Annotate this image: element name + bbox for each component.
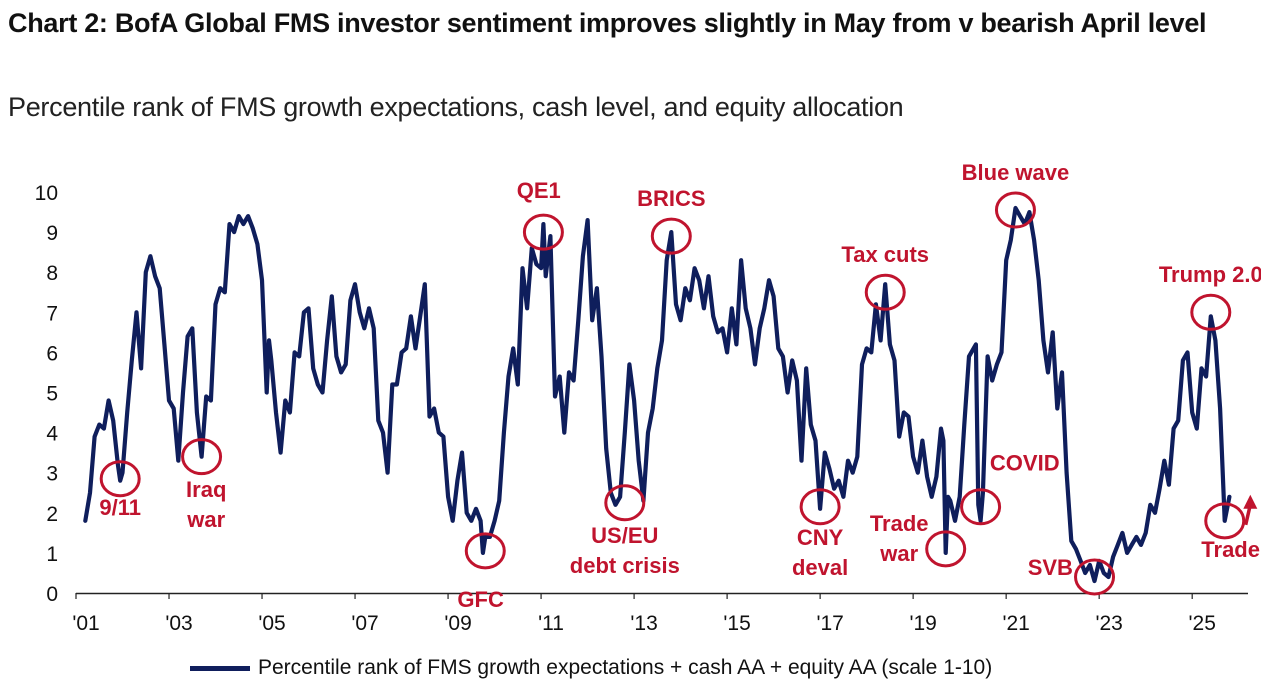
x-tick-label: '01 (72, 612, 99, 635)
annotation-label: CNY deval (792, 525, 848, 580)
annotation-label-line: Trade (870, 511, 929, 536)
annotation-label-line: CNY (797, 525, 844, 550)
y-tick-label: 1 (46, 543, 58, 566)
annotation-label-line: US/EU (591, 523, 658, 548)
annotation-label-line: COVID (990, 451, 1060, 476)
annotation-label: Trade war (870, 511, 929, 566)
x-tick-label: '17 (816, 612, 843, 635)
x-tick-label: '11 (538, 612, 564, 635)
annotation-label-line: deval (792, 555, 848, 580)
annotation-label: Blue wave (962, 160, 1070, 185)
annotation-label-line: BRICS (637, 186, 705, 211)
annotation-label: COVID (990, 451, 1060, 476)
y-tick-label: 6 (46, 342, 58, 365)
annotation-label: US/EU debt crisis (570, 523, 680, 578)
annotation-label-line: Tax cuts (841, 242, 929, 267)
annotations: 9/11 Iraq war GFC QE1 US/EU debt crisis BRICS CN… (99, 160, 1261, 612)
annotation-circle (99, 460, 141, 498)
legend: Percentile rank of FMS growth expectatio… (190, 656, 992, 680)
y-tick-label: 10 (35, 182, 58, 205)
annotation-label: GFC (457, 587, 504, 612)
x-tick-label: '15 (723, 612, 750, 635)
annotation-label-line: war (186, 507, 225, 532)
x-tick-label: '13 (630, 612, 657, 635)
legend-label: Percentile rank of FMS growth expectatio… (258, 656, 993, 679)
series-lines (83, 205, 1232, 584)
annotation-label-line: debt crisis (570, 553, 680, 578)
arrow-head (1243, 494, 1258, 509)
annotation-label-line: war (879, 541, 918, 566)
annotation-label-line: Blue wave (962, 160, 1070, 185)
x-tick-label: '23 (1095, 612, 1122, 635)
annotation-circle (960, 488, 1002, 526)
y-tick-label: 9 (46, 222, 58, 245)
axes: 0 1 2 3 4 5 6 7 8 9 10 '01 '03 '05 '07 '09 '11 '13 '15 '17 '… (35, 182, 1248, 635)
annotation-label: BRICS (637, 186, 705, 211)
y-tick-label: 7 (46, 302, 58, 325)
annotation-label-line: QE1 (517, 178, 561, 203)
annotation-label-line: Trade war (1201, 537, 1261, 562)
x-tick-label: '05 (258, 612, 285, 635)
y-tick-label: 2 (46, 503, 58, 526)
x-tick-label: '07 (351, 612, 378, 635)
annotation-circle (864, 273, 906, 311)
y-tick-label: 4 (46, 423, 58, 446)
x-tick-label: '03 (165, 612, 192, 635)
annotation-circle (464, 532, 506, 570)
chart-subtitle: Percentile rank of FMS growth expectatio… (8, 92, 904, 122)
x-tick-label: '19 (909, 612, 936, 635)
annotation-label: Tax cuts (841, 242, 929, 267)
annotation-circle (994, 191, 1036, 229)
annotation-label: Trade war (1201, 537, 1261, 562)
annotation-label-line: Iraq (186, 477, 226, 502)
annotation-label-line: Trump 2.0 (1159, 262, 1261, 287)
annotation-circle (604, 484, 646, 522)
y-tick-label: 8 (46, 262, 58, 285)
annotation-label-line: 9/11 (99, 495, 141, 520)
annotation-circle (181, 438, 223, 476)
annotation-circle (522, 213, 564, 251)
x-tick-label: '09 (444, 612, 471, 635)
annotation-label: SVB (1028, 555, 1073, 580)
annotation-label: Trump 2.0 (1159, 262, 1261, 287)
chart-title: Chart 2: BofA Global FMS investor sentim… (8, 8, 1207, 38)
annotation-circle (925, 530, 967, 568)
y-tick-label: 5 (46, 383, 58, 406)
annotation-label: 9/11 (99, 495, 141, 520)
legend-line-swatch (190, 665, 250, 671)
x-tick-label: '25 (1189, 612, 1216, 635)
annotation-label-line: GFC (457, 587, 504, 612)
annotation-circle (1190, 293, 1232, 331)
annotation-label: Iraq war (186, 477, 226, 532)
annotation-label: QE1 (517, 178, 561, 203)
y-tick-label: 0 (46, 583, 58, 606)
annotation-circle (1074, 558, 1116, 596)
annotation-label-line: SVB (1028, 555, 1073, 580)
y-tick-label: 3 (46, 463, 58, 486)
x-tick-label: '21 (1002, 612, 1029, 635)
series-line (83, 205, 1232, 584)
annotation-circle (1204, 502, 1246, 540)
annotation-circle (650, 217, 692, 255)
annotation-circle (799, 488, 841, 526)
